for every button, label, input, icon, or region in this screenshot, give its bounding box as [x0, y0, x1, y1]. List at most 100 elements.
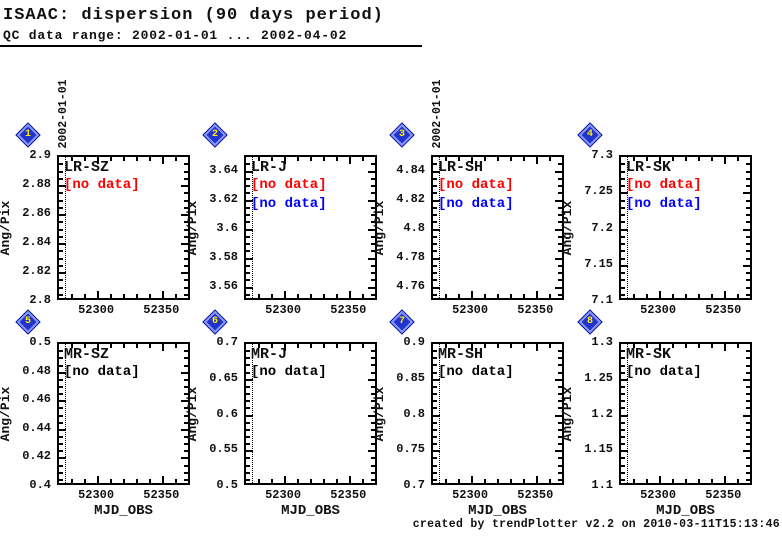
plot-marker-2[interactable]: 2: [203, 123, 227, 147]
tick-mark: [746, 206, 750, 209]
tick-mark: [246, 421, 250, 424]
tick-mark: [59, 279, 63, 282]
tick-mark: [246, 279, 250, 282]
tick-mark: [558, 421, 562, 424]
tick-mark: [271, 294, 274, 298]
marker-number: 5: [24, 316, 31, 327]
tick-mark: [746, 185, 750, 187]
tick-mark: [59, 257, 63, 260]
tick-mark: [246, 257, 253, 260]
tick-mark: [433, 221, 437, 224]
tick-mark: [258, 157, 260, 161]
tick-mark: [297, 157, 300, 161]
tick-mark: [246, 471, 250, 474]
tick-mark: [433, 478, 437, 481]
tick-mark: [59, 357, 63, 360]
tick-mark: [746, 272, 750, 274]
tick-mark: [621, 293, 625, 296]
tick-mark: [558, 435, 562, 438]
tick-mark: [621, 257, 625, 260]
x-tick-label: 52300: [78, 488, 115, 502]
tick-mark: [750, 479, 753, 483]
no-data-label: [no data]: [626, 177, 702, 193]
no-data-label: [no data]: [251, 196, 327, 212]
tick-mark: [349, 291, 352, 298]
tick-mark: [362, 157, 365, 161]
header-rule: [0, 45, 422, 47]
tick-mark: [246, 443, 250, 446]
tick-mark: [184, 393, 188, 396]
tick-mark: [188, 294, 191, 298]
tick-mark: [362, 344, 365, 348]
tick-mark: [724, 344, 727, 351]
tick-mark: [371, 206, 375, 209]
tick-mark: [746, 357, 750, 360]
tick-mark: [621, 436, 625, 438]
tick-mark: [59, 414, 63, 417]
tick-mark: [371, 357, 375, 360]
tick-mark: [549, 157, 552, 161]
tick-mark: [349, 344, 352, 351]
tick-mark: [371, 279, 375, 282]
tick-mark: [371, 250, 375, 253]
plot-marker-4[interactable]: 4: [578, 123, 602, 147]
tick-mark: [184, 170, 188, 173]
tick-mark: [181, 371, 188, 374]
tick-mark: [371, 214, 375, 216]
tick-mark: [646, 294, 649, 298]
y-axis-title: Ang/Pix: [560, 200, 575, 255]
tick-mark: [110, 479, 113, 483]
plot-marker-7[interactable]: 7: [390, 310, 414, 334]
plot-marker-8[interactable]: 8: [578, 310, 602, 334]
y-tick-label: 7.25: [584, 184, 613, 199]
tick-mark: [375, 344, 378, 348]
tick-mark: [445, 294, 447, 298]
tick-mark: [246, 177, 250, 180]
tick-mark: [633, 294, 635, 298]
tick-mark: [371, 293, 375, 296]
plot-marker-3[interactable]: 3: [390, 123, 414, 147]
panel-title: LR-SK: [626, 159, 672, 176]
no-data-label: [no data]: [438, 364, 514, 380]
tick-mark: [433, 393, 437, 395]
tick-mark: [558, 400, 562, 403]
no-data-label: [no data]: [438, 196, 514, 212]
plot-panel-MR-J: MR-J [no data]: [244, 342, 378, 485]
plot-marker-6[interactable]: 6: [203, 310, 227, 334]
tick-mark: [59, 214, 66, 216]
tick-mark: [672, 157, 675, 161]
tick-mark: [271, 157, 274, 161]
tick-mark: [371, 471, 375, 474]
tick-mark: [558, 235, 562, 238]
tick-mark: [562, 344, 565, 348]
plot-marker-5[interactable]: 5: [16, 310, 40, 334]
plot-panel-MR-SH: MR-SH [no data]: [431, 342, 565, 485]
tick-mark: [246, 235, 250, 238]
tick-mark: [558, 364, 562, 367]
tick-mark: [484, 344, 487, 348]
tick-mark: [433, 185, 437, 187]
tick-mark: [621, 407, 625, 410]
page-title: ISAAC: dispersion (90 days period): [3, 6, 384, 25]
tick-mark: [184, 163, 188, 166]
tick-mark: [175, 294, 178, 298]
plot-marker-1[interactable]: 1: [16, 123, 40, 147]
tick-mark: [433, 206, 437, 209]
y-tick-label: 0.6: [216, 406, 238, 421]
tick-mark: [433, 357, 437, 360]
tick-mark: [711, 344, 714, 348]
tick-mark: [59, 206, 63, 209]
tick-mark: [433, 177, 437, 180]
tick-mark: [362, 294, 365, 298]
tick-mark: [246, 400, 250, 403]
tick-mark: [433, 250, 437, 253]
tick-mark: [323, 294, 326, 298]
x-tick-label: 52350: [143, 303, 180, 317]
x-axis-title: MJD_OBS: [656, 503, 715, 519]
tick-mark: [362, 479, 365, 483]
tick-mark: [621, 286, 625, 289]
tick-mark: [746, 250, 750, 253]
tick-mark: [184, 264, 188, 267]
tick-mark: [368, 170, 375, 173]
tick-mark: [246, 293, 250, 296]
